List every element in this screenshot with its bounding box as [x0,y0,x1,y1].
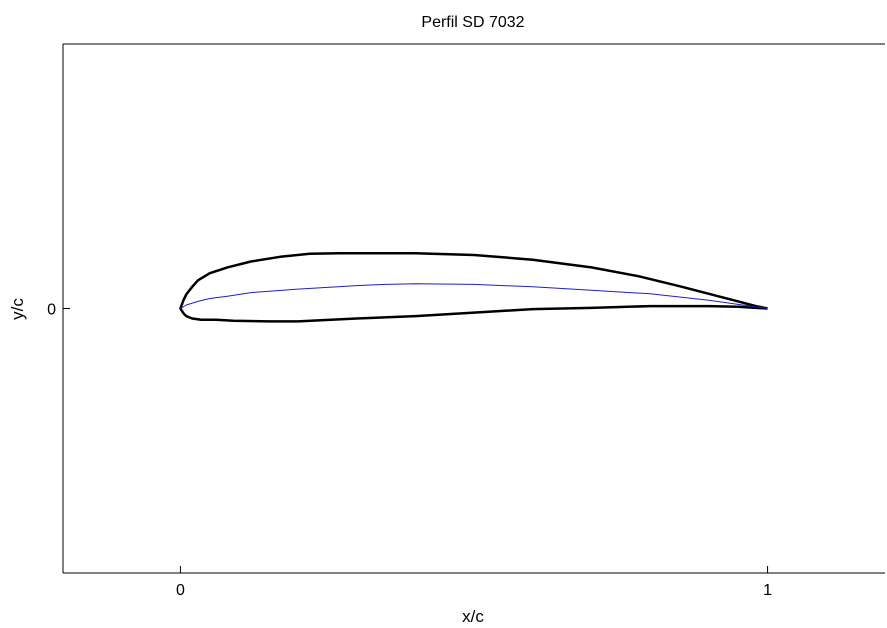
x-tick-label: 1 [763,582,772,599]
camber-line [180,283,768,309]
y-axis-label: y/c [8,298,27,320]
airfoil-contour-line [179,251,768,323]
x-tick-label: 0 [176,582,185,599]
y-ticks: 0 [47,302,70,319]
chart-title: Perfil SD 7032 [421,14,524,31]
x-axis-label: x/c [462,607,484,626]
y-tick-label: 0 [47,302,56,319]
plot-series [179,251,768,323]
